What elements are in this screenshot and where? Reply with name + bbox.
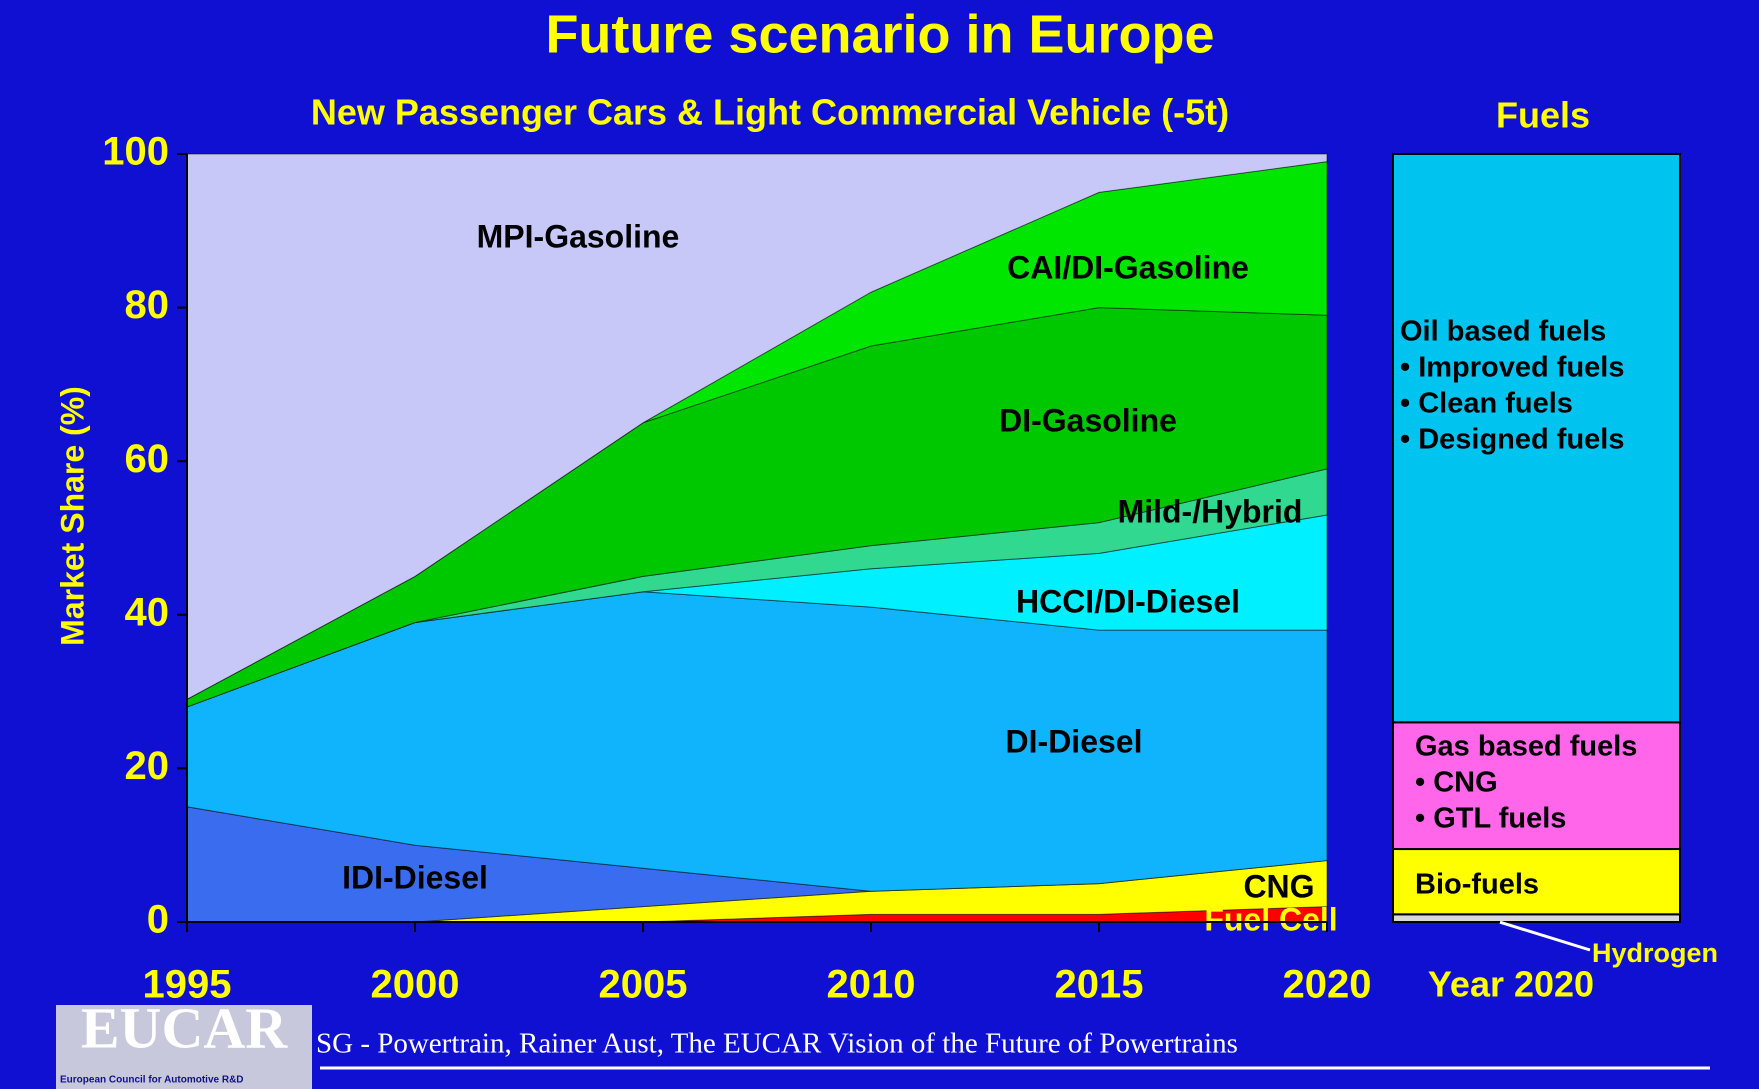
- y-tick-label: 60: [125, 437, 170, 481]
- area-label: Mild-/Hybrid: [1118, 493, 1303, 529]
- fuel-segment: [1392, 153, 1681, 724]
- x-tick-label: 2005: [599, 963, 688, 1007]
- area-label: CNG: [1243, 868, 1314, 904]
- area-label: IDI-Diesel: [342, 859, 488, 895]
- footer-text: SG - Powertrain, Rainer Aust, The EUCAR …: [316, 1028, 1238, 1060]
- fuel-note: • Designed fuels: [1400, 424, 1624, 456]
- fuel-note: • GTL fuels: [1415, 803, 1566, 835]
- y-axis-label: Market Share (%): [54, 386, 90, 646]
- fuels-category: Year 2020: [1428, 964, 1594, 1005]
- x-tick-label: 2000: [371, 963, 460, 1007]
- x-tick-label: 2015: [1055, 963, 1144, 1007]
- fuel-label: Hydrogen: [1592, 938, 1718, 968]
- area-label: MPI-Gasoline: [477, 218, 680, 254]
- fuel-note: • CNG: [1415, 767, 1498, 799]
- logo: EUCAR: [81, 995, 288, 1060]
- fuel-segment: [1392, 913, 1681, 924]
- slide-title: Future scenario in Europe: [545, 4, 1214, 64]
- fuels-title: Fuels: [1496, 95, 1590, 136]
- area-label: DI-Diesel: [1006, 723, 1143, 759]
- x-tick-label: 2020: [1283, 963, 1372, 1007]
- area-label: DI-Gasoline: [999, 402, 1177, 438]
- area: [186, 153, 1328, 701]
- fuel-note: • Clean fuels: [1400, 388, 1573, 420]
- chart-title: New Passenger Cars & Light Commercial Ve…: [311, 92, 1229, 133]
- y-tick-label: 80: [125, 283, 170, 327]
- logo-box: [56, 1005, 312, 1089]
- area-label: Fuel Cell: [1204, 901, 1337, 937]
- fuel-label: Oil based fuels: [1400, 316, 1606, 348]
- fuel-label: Bio-fuels: [1415, 869, 1539, 901]
- area-label: HCCI/DI-Diesel: [1016, 583, 1240, 619]
- y-tick-label: 0: [147, 898, 169, 942]
- y-tick-label: 100: [102, 130, 169, 174]
- fuel-leader: [1499, 920, 1591, 952]
- y-tick-label: 40: [125, 590, 170, 634]
- fuel-note: • Improved fuels: [1400, 352, 1624, 384]
- x-tick-label: 1995: [143, 963, 232, 1007]
- area-label: CAI/DI-Gasoline: [1007, 249, 1249, 285]
- fuel-segment: [1392, 721, 1681, 851]
- y-tick-label: 20: [125, 744, 170, 788]
- x-tick-label: 2010: [827, 963, 916, 1007]
- logo-subtitle: European Council for Automotive R&D: [60, 1075, 244, 1086]
- fuel-label: Gas based fuels: [1415, 731, 1637, 763]
